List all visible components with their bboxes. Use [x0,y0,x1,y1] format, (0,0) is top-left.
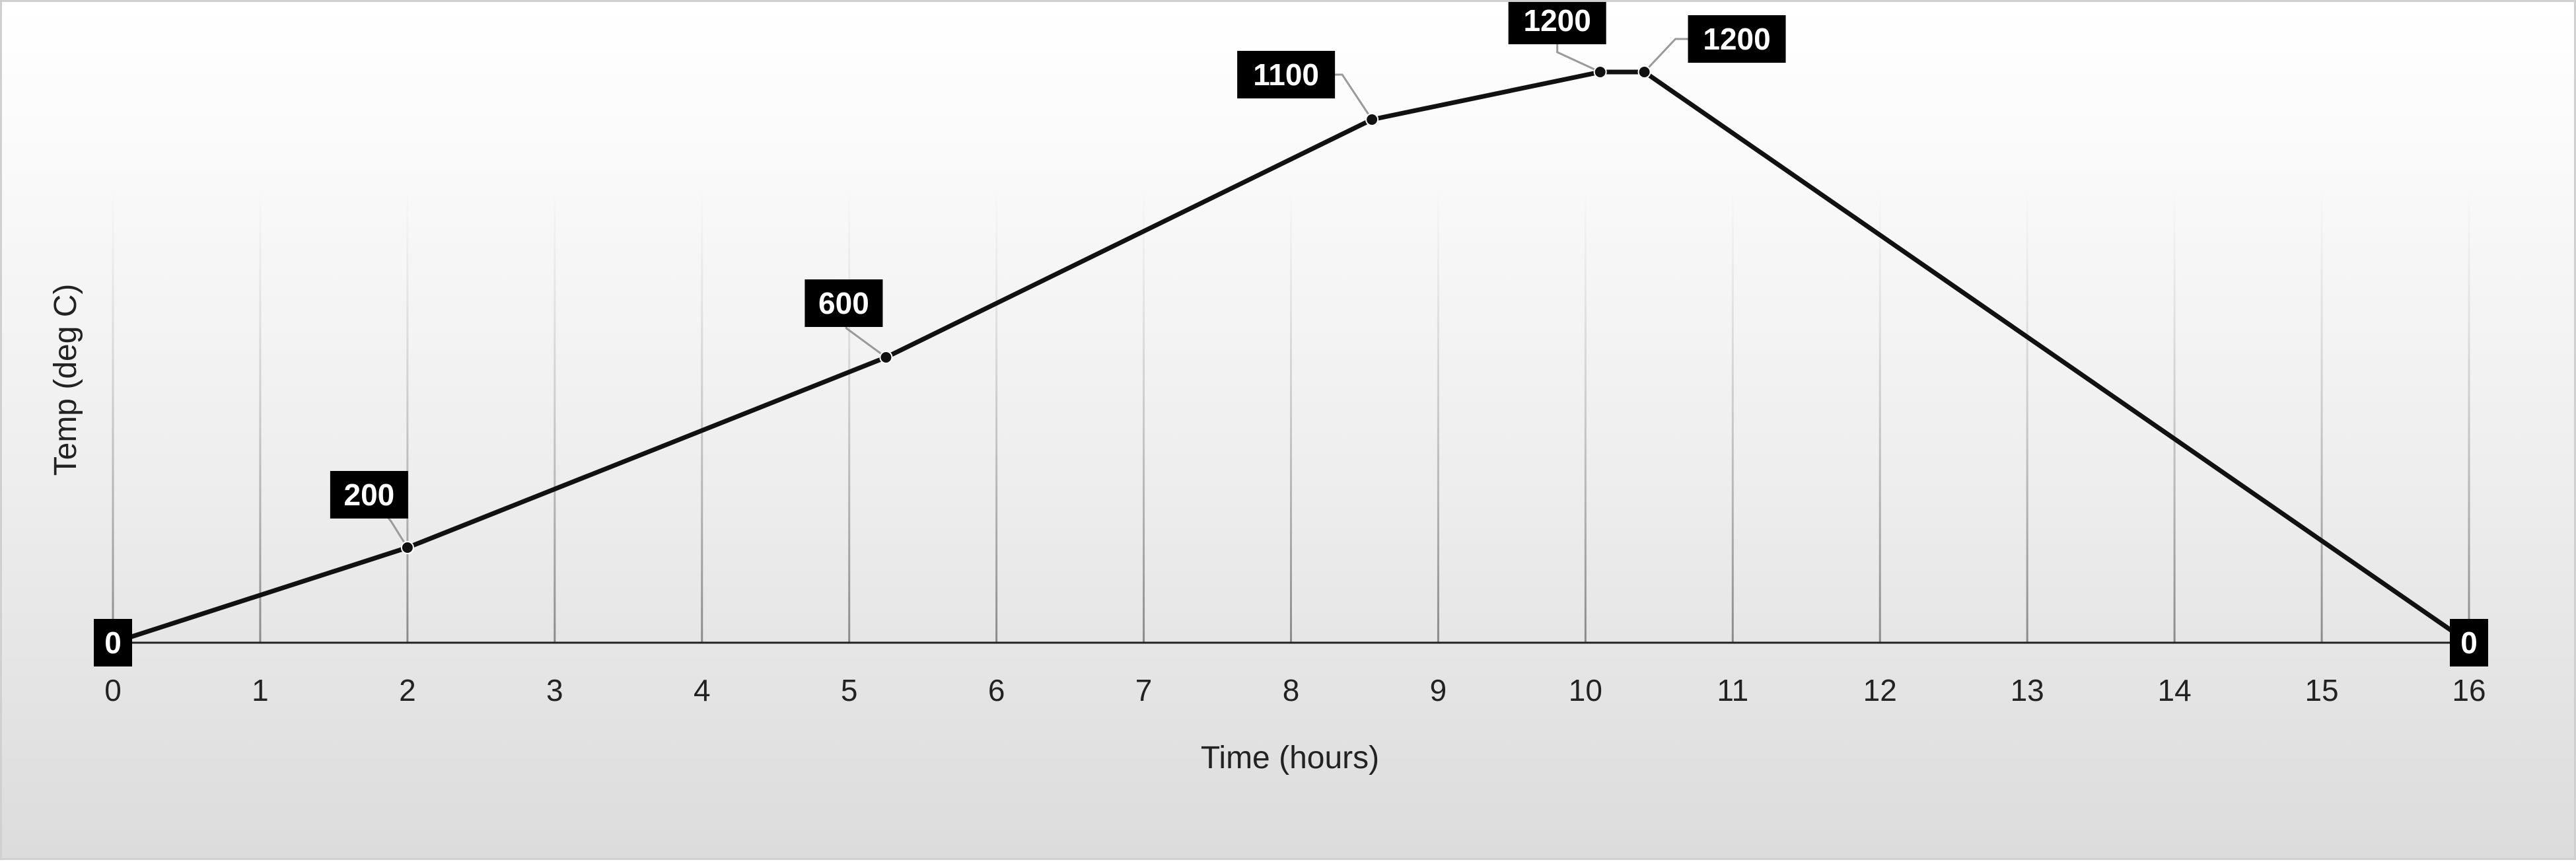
data-point [1637,65,1651,79]
data-points [400,65,1651,554]
data-point [1593,65,1607,79]
data-label: 0 [2460,626,2478,660]
x-tick-label: 12 [1863,673,1897,707]
x-tick-label: 5 [841,673,858,707]
label-leaders [368,20,1737,548]
x-tick-label: 13 [2011,673,2044,707]
grid-line [2320,187,2323,643]
data-label-box [2450,619,2488,666]
grid-line [1143,187,1145,643]
grid-line [1878,187,1881,643]
y-axis-title: Temp (deg C) [48,284,83,476]
grid-line [2468,187,2470,643]
x-tick-label: 1 [252,673,269,707]
grid-line [554,187,556,643]
grid-lines [112,187,2470,643]
grid-line [1584,187,1587,643]
data-point [879,351,893,364]
x-tick-label: 8 [1283,673,1300,707]
data-label-box [330,471,408,519]
data-label: 600 [818,286,869,320]
data-label-box [1508,2,1606,44]
grid-line [1290,187,1292,643]
x-tick-label: 14 [2158,673,2192,707]
data-point [400,541,414,554]
grid-line [1437,187,1439,643]
grid-line [112,187,114,643]
data-label: 1200 [1523,3,1591,38]
x-tick-label: 11 [1717,673,1748,707]
data-label-box [1688,15,1786,63]
x-tick-label: 0 [104,673,122,707]
data-point [1365,113,1379,126]
x-tick-label: 16 [2452,673,2486,707]
x-tick-labels: 0 1 2 3 4 5 6 7 8 9 10 11 12 13 14 15 16 [104,673,2486,707]
data-label: 1100 [1253,57,1319,92]
x-tick-label: 2 [399,673,416,707]
x-tick-label: 3 [546,673,563,707]
grid-line [259,187,262,643]
grid-line [2026,187,2028,643]
grid-line [701,187,703,643]
x-tick-label: 4 [694,673,711,707]
data-label-box [94,619,132,666]
grid-line [406,187,409,643]
data-label: 0 [104,626,122,660]
data-label: 200 [344,478,395,512]
grid-line [2173,187,2176,643]
x-axis-title: Time (hours) [1201,740,1379,775]
x-tick-label: 6 [988,673,1005,707]
data-label-box [805,279,883,327]
x-tick-label: 7 [1135,673,1153,707]
data-label-box [1237,51,1336,98]
grid-line [995,187,998,643]
grid-line [848,187,851,643]
data-labels: 0 200 600 1100 1200 1200 0 [94,2,2488,666]
x-tick-label: 15 [2305,673,2338,707]
x-tick-label: 9 [1430,673,1447,707]
grid-line [1731,187,1734,643]
data-label: 1200 [1703,22,1770,56]
x-tick-label: 10 [1569,673,1602,707]
